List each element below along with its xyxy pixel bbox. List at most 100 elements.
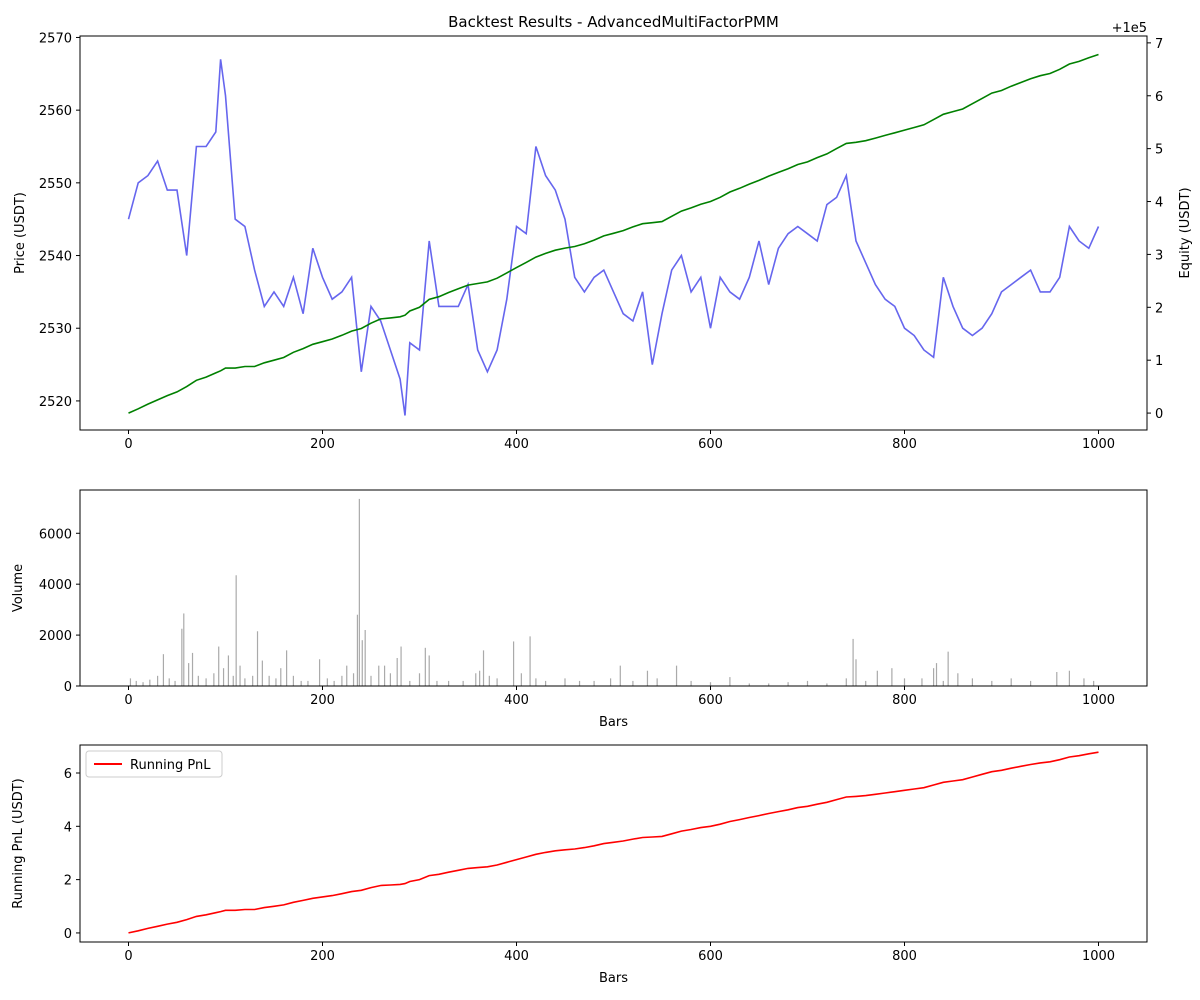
- volume-bar: [409, 680, 411, 686]
- volume-bar: [1010, 678, 1012, 686]
- x-tick-label: 800: [892, 693, 917, 708]
- y-tick-label: 0: [64, 927, 72, 942]
- volume-bar: [213, 673, 215, 686]
- y-tick-label: 2570: [39, 31, 72, 46]
- volume-bar: [609, 678, 612, 686]
- volume-bar: [865, 680, 867, 686]
- plot-area: [129, 498, 1095, 686]
- x-tick-label: 400: [504, 949, 529, 964]
- volume-bar: [957, 673, 959, 686]
- volume-bar: [935, 663, 938, 686]
- volume-bar: [197, 675, 199, 686]
- volume-bar: [709, 682, 712, 686]
- volume-bar: [545, 680, 547, 686]
- x-tick-label: 1000: [1082, 437, 1115, 452]
- volume-bar: [1083, 678, 1085, 686]
- volume-bar: [564, 678, 566, 686]
- legend-label: Running PnL: [130, 758, 211, 773]
- y2-tick-label: 3: [1155, 248, 1163, 263]
- axes-frame: [79, 744, 1148, 943]
- volume-bar: [619, 665, 621, 686]
- volume-bar: [162, 654, 165, 686]
- volume-bar: [400, 646, 402, 686]
- volume-bar: [1030, 680, 1032, 686]
- volume-bar: [632, 680, 634, 686]
- volume-bar: [488, 675, 490, 686]
- y-axis-label: Volume: [11, 564, 26, 612]
- volume-bar: [300, 680, 302, 686]
- y-axis-label: Price (USDT): [13, 192, 28, 274]
- volume-bar: [1093, 680, 1095, 686]
- x-tick-label: 800: [892, 437, 917, 452]
- volume-bar: [370, 675, 372, 686]
- volume-bar: [261, 660, 263, 686]
- volume-bar: [479, 670, 481, 686]
- x-tick-label: 400: [504, 437, 529, 452]
- volume-bar: [307, 680, 309, 686]
- y-tick-label: 4000: [39, 578, 72, 593]
- x-tick-label: 0: [124, 437, 132, 452]
- x-tick-label: 400: [504, 693, 529, 708]
- volume-bar: [286, 650, 288, 686]
- volume-bar: [181, 628, 183, 686]
- axes-frame: [79, 489, 1148, 687]
- volume-bar: [845, 678, 847, 686]
- volume-bar: [787, 682, 789, 686]
- y-tick-label: 4: [64, 820, 72, 835]
- volume-bar: [275, 678, 277, 686]
- volume-bar: [346, 665, 348, 686]
- y-tick-label: 2550: [39, 177, 72, 192]
- volume-bar: [482, 650, 485, 686]
- volume-bar: [512, 641, 515, 686]
- volume-bar: [268, 675, 270, 686]
- volume-bar: [191, 652, 194, 686]
- volume-bar: [729, 677, 731, 686]
- volume-bar: [239, 665, 241, 686]
- y-tick-label: 2540: [39, 250, 72, 265]
- volume-bar: [235, 575, 237, 686]
- y2-tick-label: 4: [1155, 196, 1163, 211]
- volume-bar: [496, 678, 498, 686]
- volume-bar: [418, 673, 421, 686]
- y-tick-label: 2: [64, 874, 72, 889]
- volume-bar: [448, 680, 450, 686]
- x-tick-label: 600: [698, 949, 723, 964]
- volume-bar: [227, 655, 230, 686]
- volume-bar: [826, 683, 828, 686]
- volume-bar: [768, 683, 770, 686]
- volume-bar: [292, 675, 294, 686]
- volume-bar: [921, 678, 923, 686]
- volume-bar: [168, 678, 170, 686]
- volume-bar: [436, 680, 438, 686]
- volume-bar: [326, 678, 328, 686]
- volume-bar: [218, 646, 220, 686]
- y2-tick-label: 2: [1155, 301, 1163, 316]
- volume-bar: [341, 675, 343, 686]
- axes-frame: [79, 35, 1148, 431]
- volume-bar: [593, 680, 595, 686]
- volume-bar: [280, 668, 282, 686]
- y2-tick-label: 6: [1155, 90, 1163, 105]
- y2-axis-label: Equity (USDT): [1178, 187, 1193, 278]
- volume-bar: [475, 673, 477, 686]
- volume-bar: [205, 678, 207, 686]
- plot-area: [127, 53, 1100, 416]
- volume-bar: [389, 673, 391, 686]
- y-tick-label: 0: [64, 680, 72, 695]
- volume-bar: [383, 665, 386, 686]
- volume-bar: [947, 651, 949, 686]
- legend-box: [85, 750, 223, 778]
- volume-bar: [578, 680, 581, 686]
- series-line: [127, 59, 1100, 416]
- volume-bar: [675, 665, 678, 686]
- volume-bar: [1056, 672, 1058, 686]
- volume-bar: [520, 673, 522, 686]
- volume-bar: [352, 673, 355, 686]
- volume-bar: [396, 658, 398, 686]
- volume-bar: [852, 638, 854, 686]
- volume-bar: [361, 640, 363, 686]
- volume-bar: [806, 680, 809, 686]
- volume-bar: [232, 675, 234, 686]
- x-tick-label: 200: [310, 693, 335, 708]
